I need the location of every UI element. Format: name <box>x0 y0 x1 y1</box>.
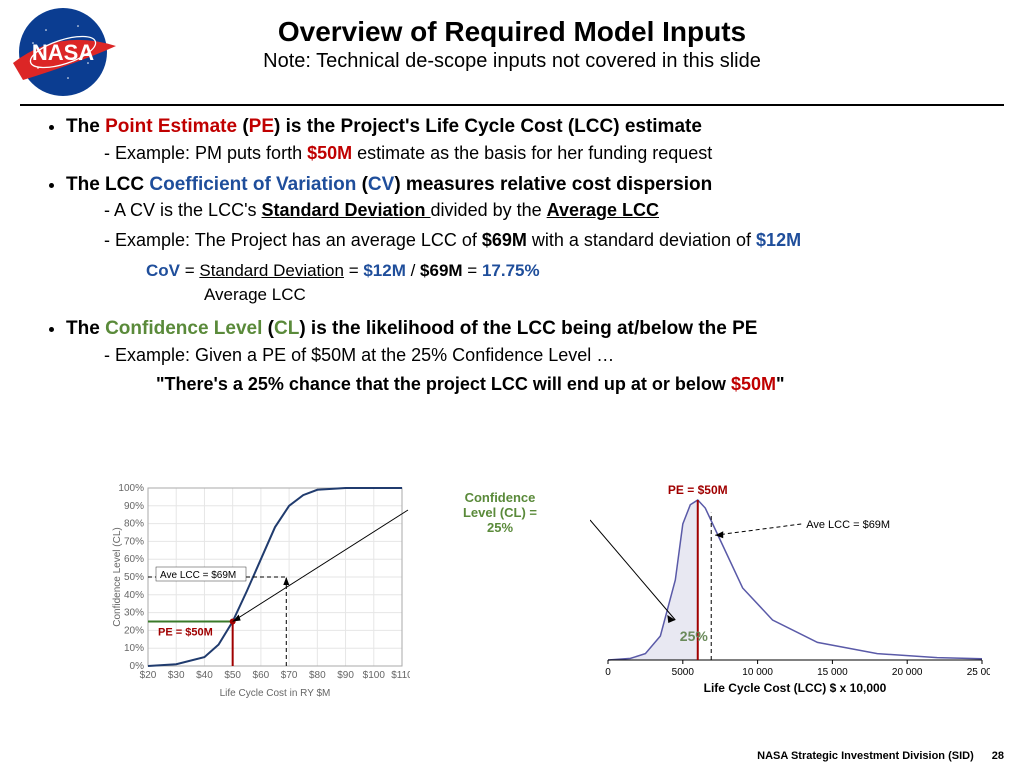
svg-text:50%: 50% <box>124 572 144 583</box>
svg-text:25%: 25% <box>680 628 709 644</box>
footer: NASA Strategic Investment Division (SID)… <box>757 750 1004 762</box>
svg-text:NASA: NASA <box>32 40 94 65</box>
header-divider <box>20 104 1004 106</box>
svg-text:100%: 100% <box>118 483 144 494</box>
cl-quote: "There's a 25% chance that the project L… <box>66 372 984 397</box>
svg-text:$40: $40 <box>196 670 213 681</box>
svg-text:60%: 60% <box>124 554 144 565</box>
bullet-cl: The Confidence Level (CL) is the likelih… <box>66 316 984 397</box>
svg-text:PE = $50M: PE = $50M <box>158 627 213 639</box>
svg-text:$20: $20 <box>140 670 157 681</box>
svg-text:20 000: 20 000 <box>892 667 923 678</box>
pdf-chart: 0 5000 10 000 15 000 20 000 25 000 PE = $50M Av… <box>590 480 990 700</box>
cdf-chart: 0%10%20%30%40%50%60%70%80%90%100%$20$30$… <box>110 480 410 700</box>
svg-text:$60: $60 <box>253 670 270 681</box>
svg-text:Life Cycle Cost (LCC) $ x 10,0: Life Cycle Cost (LCC) $ x 10,000 <box>704 681 887 695</box>
bullet-pe-sub: Example: PM puts forth $50M estimate as … <box>104 141 984 166</box>
cl-center-label: Confidence Level (CL) = 25% <box>450 490 550 535</box>
svg-text:$80: $80 <box>309 670 326 681</box>
svg-text:$30: $30 <box>168 670 185 681</box>
content-body: The Point Estimate (PE) is the Project's… <box>0 114 1024 397</box>
svg-text:PE = $50M: PE = $50M <box>668 483 728 497</box>
svg-text:20%: 20% <box>124 625 144 636</box>
svg-text:25 000: 25 000 <box>967 667 990 678</box>
svg-text:$100: $100 <box>363 670 386 681</box>
bullet-cv: The LCC Coefficient of Variation (CV) me… <box>66 172 984 253</box>
bullet-cv-sub1: A CV is the LCC's Standard Deviation div… <box>104 198 984 223</box>
svg-text:$90: $90 <box>337 670 354 681</box>
svg-text:0: 0 <box>605 667 611 678</box>
svg-text:Ave LCC = $69M: Ave LCC = $69M <box>806 519 890 531</box>
slide-subtitle: Note: Technical de-scope inputs not cove… <box>0 50 1024 73</box>
svg-text:90%: 90% <box>124 501 144 512</box>
svg-text:40%: 40% <box>124 590 144 601</box>
svg-text:5000: 5000 <box>672 667 695 678</box>
svg-text:Confidence Level (CL): Confidence Level (CL) <box>112 527 123 627</box>
svg-text:15 000: 15 000 <box>817 667 848 678</box>
svg-text:30%: 30% <box>124 608 144 619</box>
bullet-cv-sub2: Example: The Project has an average LCC … <box>104 228 984 253</box>
svg-text:80%: 80% <box>124 519 144 530</box>
cov-equation: CoV = Standard Deviation = $12M / $69M =… <box>46 259 984 307</box>
svg-text:10%: 10% <box>124 643 144 654</box>
svg-text:10 000: 10 000 <box>742 667 773 678</box>
svg-text:70%: 70% <box>124 536 144 547</box>
slide-title: Overview of Required Model Inputs <box>0 0 1024 48</box>
svg-text:Life Cycle Cost in RY $M: Life Cycle Cost in RY $M <box>220 688 331 699</box>
bullet-pe: The Point Estimate (PE) is the Project's… <box>66 114 984 166</box>
nasa-logo: NASA <box>8 8 118 96</box>
svg-text:$110: $110 <box>391 670 410 681</box>
svg-text:$50: $50 <box>224 670 241 681</box>
bullet-cl-sub: Example: Given a PE of $50M at the 25% C… <box>104 343 984 368</box>
svg-text:Ave LCC = $69M: Ave LCC = $69M <box>160 570 236 581</box>
svg-text:$70: $70 <box>281 670 298 681</box>
